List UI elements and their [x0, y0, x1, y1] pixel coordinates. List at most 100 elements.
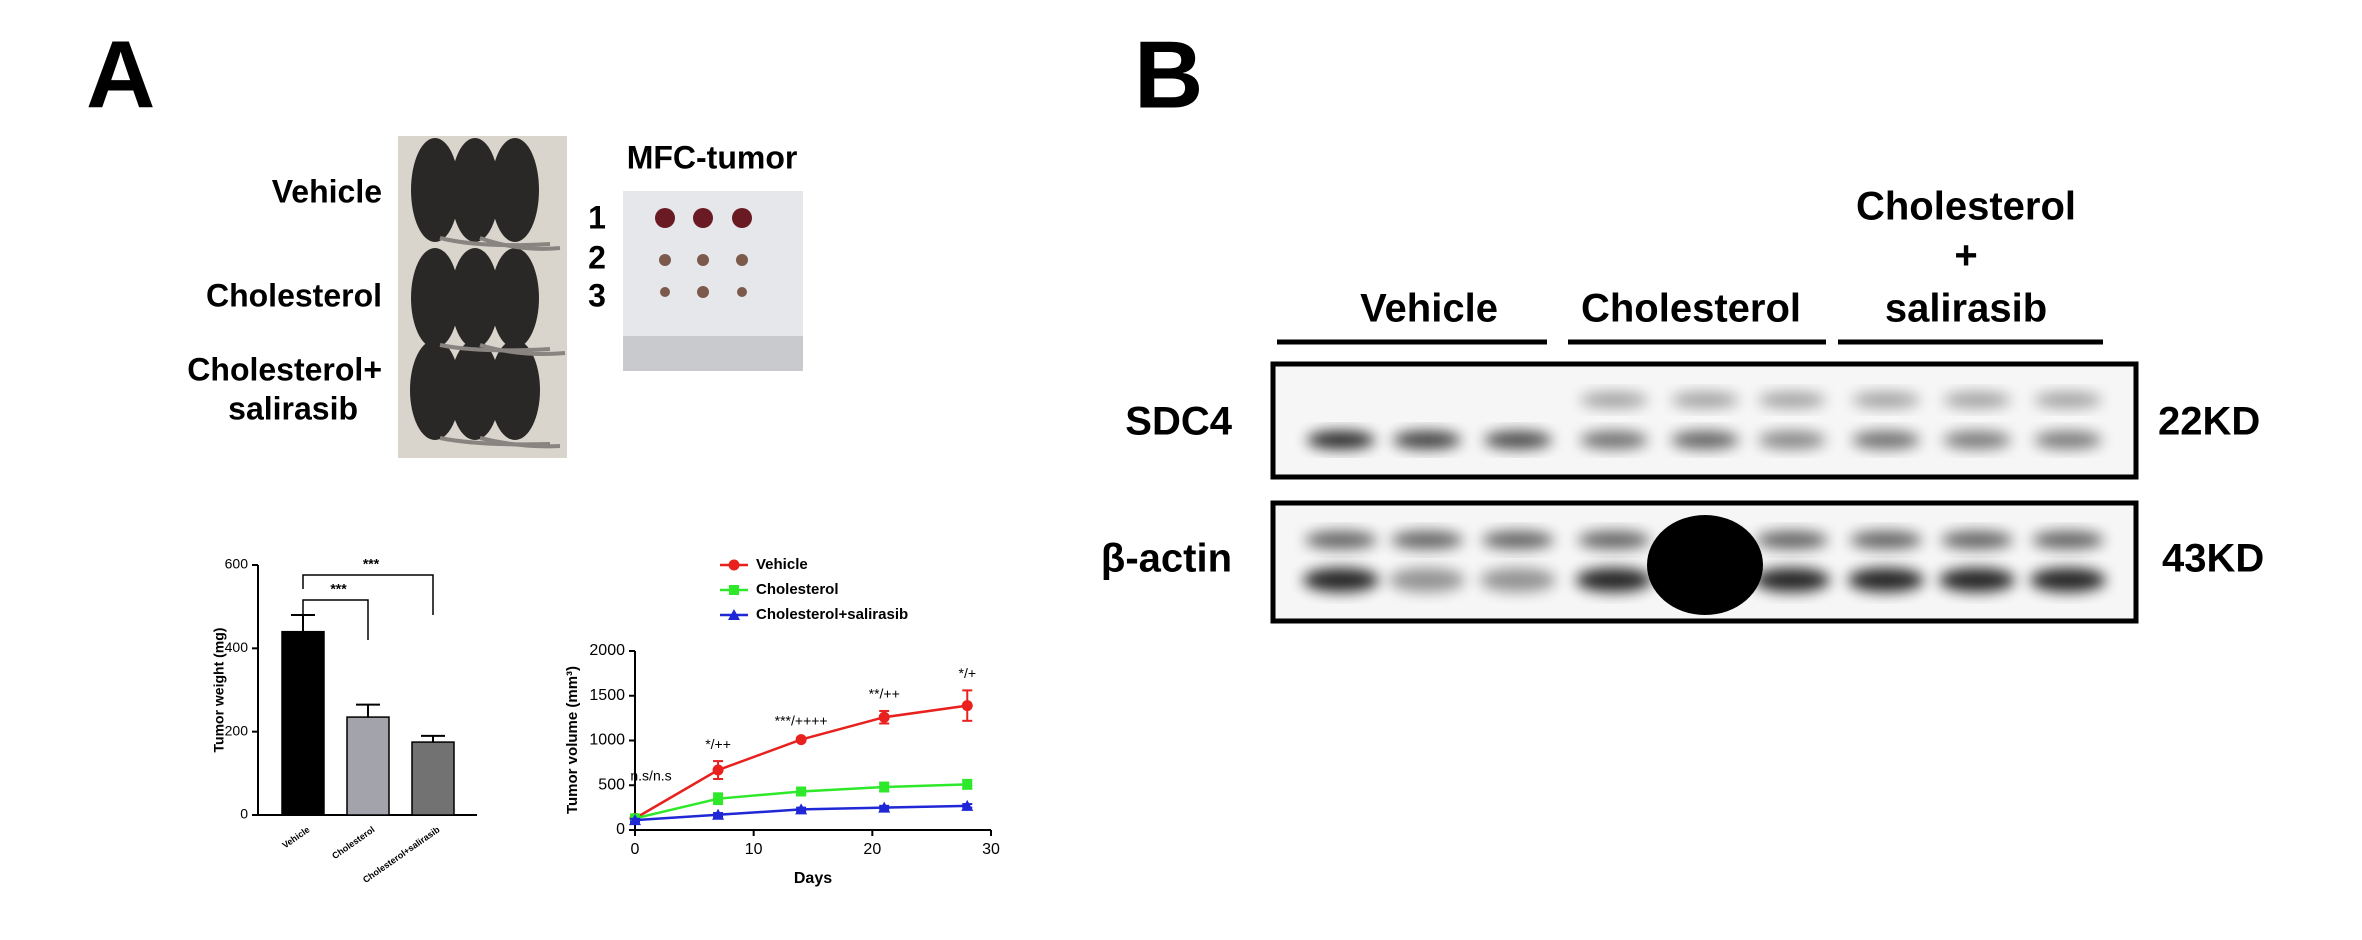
marker [712, 764, 724, 776]
lane-group: + [1954, 234, 1977, 278]
protein-label: β-actin [1101, 537, 1232, 581]
tumor-title: MFC-tumor [627, 139, 798, 175]
significance-label: *** [330, 581, 347, 597]
band [1391, 531, 1463, 549]
marker [879, 782, 890, 793]
marker [962, 779, 973, 790]
y-tick-label: 0 [240, 806, 248, 822]
band [1576, 568, 1652, 592]
y-tick-label: 400 [225, 639, 249, 655]
band [1484, 431, 1552, 449]
marker [795, 803, 808, 815]
size-label: 43KD [2162, 537, 2264, 581]
significance-label: *** [363, 556, 380, 572]
marker [728, 559, 740, 571]
y-tick-label: 0 [616, 821, 625, 838]
marker [629, 814, 641, 826]
marker [729, 585, 739, 595]
marker [878, 801, 891, 813]
band [1671, 431, 1739, 449]
marker [961, 799, 974, 811]
marker [961, 700, 973, 712]
protein-label: SDC4 [1125, 400, 1232, 444]
lane-group: Cholesterol [1856, 185, 2076, 229]
band [1754, 568, 1830, 592]
lane-group: salirasib [1885, 287, 2047, 331]
y-tick-label: 1500 [589, 687, 625, 704]
x-tick-label: 20 [863, 841, 881, 858]
group-label: Cholesterol [206, 277, 382, 313]
band [1307, 431, 1375, 449]
blot-image [1270, 361, 2139, 624]
y-tick-label: 600 [225, 556, 249, 572]
marker [795, 734, 807, 746]
annotation: ***/++++ [775, 713, 828, 729]
row-number: 2 [588, 239, 606, 275]
band [1393, 431, 1461, 449]
band [1580, 431, 1648, 449]
band [1671, 392, 1739, 408]
band [1305, 531, 1377, 549]
band [1943, 431, 2011, 449]
band [1852, 431, 1920, 449]
band [1852, 392, 1920, 408]
marker [728, 609, 740, 620]
size-label: 22KD [2158, 400, 2260, 444]
x-axis-label: Days [794, 870, 832, 887]
band [1758, 392, 1826, 408]
row-number: 1 [588, 199, 606, 235]
lane-group: Vehicle [1360, 287, 1498, 331]
x-tick-label: 30 [982, 841, 1000, 858]
band [1850, 531, 1922, 549]
significance-bracket [302, 574, 434, 615]
y-tick-label: 200 [225, 722, 249, 738]
panel-label: A [86, 21, 155, 128]
marker [713, 793, 724, 804]
band [1758, 431, 1826, 449]
x-tick-label: Vehicle [280, 824, 311, 850]
band [1580, 392, 1648, 408]
legend-label: Vehicle [756, 556, 808, 573]
band [1943, 392, 2011, 408]
band [1389, 568, 1465, 592]
band [1482, 531, 1554, 549]
y-tick-label: 1000 [589, 732, 625, 749]
band [1578, 531, 1650, 549]
band [1480, 568, 1556, 592]
band [1647, 515, 1763, 615]
x-tick-label: 0 [631, 841, 640, 858]
x-tick-label: Cholesterol [330, 824, 376, 861]
band [1303, 568, 1379, 592]
legend-label: Cholesterol [756, 581, 839, 598]
group-label: Cholesterol+ [187, 351, 382, 387]
band [1848, 568, 1924, 592]
annotation: n.s/n.s [630, 767, 671, 783]
annotation: */++ [705, 736, 731, 752]
y-tick-label: 500 [598, 776, 625, 793]
bar [411, 741, 455, 816]
group-label: salirasib [228, 390, 358, 426]
band [2032, 531, 2104, 549]
annotation: */+ [959, 665, 977, 681]
marker [796, 786, 807, 797]
legend-label: Cholesterol+salirasib [756, 606, 908, 623]
band [1756, 531, 1828, 549]
marker [712, 808, 725, 820]
panel-label: B [1134, 21, 1203, 128]
y-axis-label: Tumor volume (mm³) [564, 666, 581, 814]
band [2030, 568, 2106, 592]
group-label: Vehicle [272, 173, 382, 209]
x-tick-label: 10 [745, 841, 763, 858]
lane-group: Cholesterol [1581, 287, 1801, 331]
mouse-photo [398, 136, 567, 458]
annotation: **/++ [869, 686, 900, 702]
bar [346, 716, 390, 816]
significance-bracket [302, 599, 369, 640]
band [2034, 431, 2102, 449]
tumor-photo [623, 191, 803, 371]
band [2034, 392, 2102, 408]
band [1939, 568, 2015, 592]
y-tick-label: 2000 [589, 642, 625, 659]
marker [878, 711, 890, 723]
